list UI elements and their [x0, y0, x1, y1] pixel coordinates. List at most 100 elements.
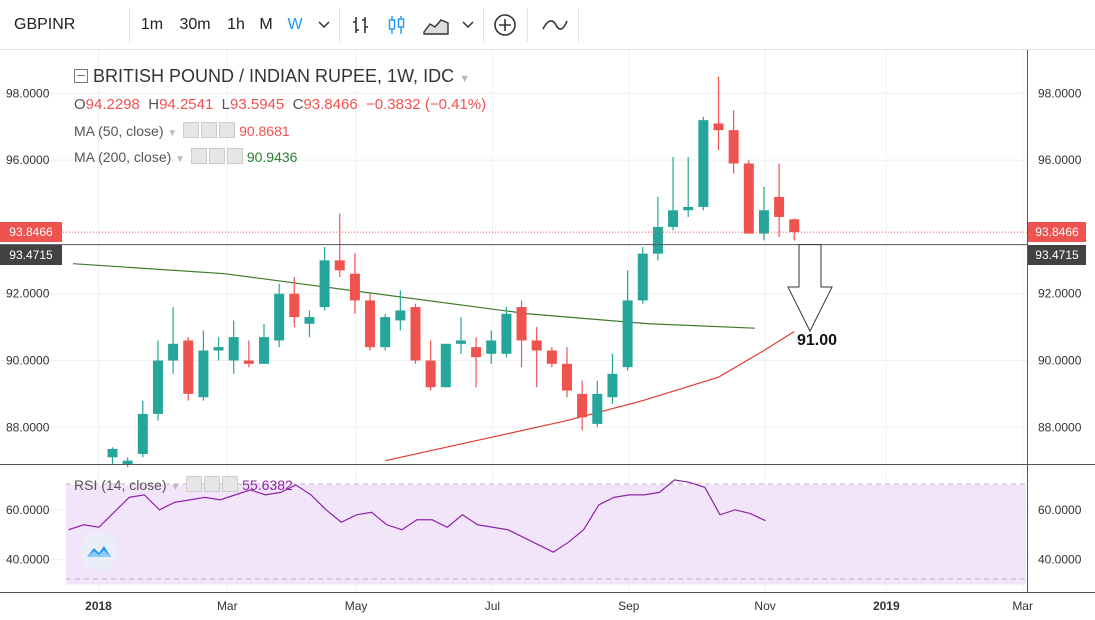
candle-body — [683, 206, 694, 211]
level-price-value: 93.4715 — [9, 248, 53, 262]
dropdown-icon[interactable]: ▼ — [175, 154, 186, 165]
rsi-axis-ticks: 60.0000 60.0000 40.0000 40.0000 — [6, 503, 1082, 567]
rsi-polyline — [68, 479, 766, 553]
interval-month-button[interactable]: M — [255, 0, 277, 50]
ma200-legend: MA (200, close) ▼ 90.9436 — [74, 148, 297, 165]
last-price-tag-left: 93.8466 — [0, 222, 62, 242]
rsi-value: 55.6382 — [242, 477, 293, 493]
settings-icon[interactable] — [204, 476, 221, 492]
dropdown-icon[interactable]: ▼ — [167, 128, 178, 139]
settings-icon[interactable] — [201, 122, 218, 138]
open-label: O — [74, 96, 86, 113]
candle-body — [789, 219, 800, 233]
time-tick-label: Nov — [754, 599, 775, 613]
candlestick-series — [107, 76, 800, 468]
eye-icon[interactable] — [183, 122, 200, 138]
candle-body — [137, 413, 148, 454]
candle-body — [304, 317, 315, 324]
candle-body — [365, 300, 376, 348]
indicators-button[interactable] — [535, 0, 575, 50]
last-price-value: 93.8466 — [9, 225, 53, 239]
close-icon[interactable] — [219, 122, 236, 138]
target-label: 91.00 — [797, 332, 838, 349]
price-tick-label-right: 98.0000 — [1038, 86, 1082, 100]
price-tick-label-left: 90.0000 — [6, 354, 50, 368]
interval-1h-label: 1h — [227, 16, 245, 33]
rsi-tick-label-right: 40.0000 — [1038, 553, 1082, 567]
candle-style-button[interactable] — [382, 0, 412, 50]
candle-body — [455, 340, 466, 344]
interval-1m-button[interactable]: 1m — [136, 0, 168, 50]
dropdown-icon[interactable]: ▼ — [170, 482, 181, 493]
candle-body — [607, 373, 618, 398]
price-tick-label-right: 90.0000 — [1038, 354, 1082, 368]
top-toolbar: GBPINR 1m 30m 1h M W — [0, 0, 1095, 50]
candle-body — [486, 340, 497, 354]
time-tick-label: Mar — [217, 599, 238, 613]
settings-icon[interactable] — [208, 148, 225, 164]
symbol-search[interactable]: GBPINR — [0, 0, 128, 50]
candle-body — [152, 360, 163, 414]
candle-body — [728, 130, 739, 164]
price-tick-label-left: 96.0000 — [6, 153, 50, 167]
candle-body — [349, 273, 360, 301]
candle-body — [259, 337, 269, 364]
close-value: 93.8466 — [303, 96, 358, 113]
level-price-value: 93.4715 — [1035, 248, 1079, 262]
target-arrow — [787, 244, 833, 333]
price-tick-label-left: 98.0000 — [6, 86, 50, 100]
interval-dropdown-button[interactable] — [313, 0, 335, 50]
candle-body — [652, 226, 663, 254]
candle-body — [122, 460, 133, 464]
candle-body — [501, 313, 512, 354]
last-price-value: 93.8466 — [1035, 225, 1079, 239]
interval-week-button[interactable]: W — [283, 0, 307, 50]
level-price-tag-left: 93.4715 — [0, 245, 62, 265]
time-tick-label: 2019 — [873, 599, 900, 613]
indicator-icon — [542, 20, 568, 30]
candle-body — [198, 350, 209, 398]
close-icon[interactable] — [222, 476, 239, 492]
rsi-line — [68, 479, 766, 553]
time-axis-ticks: 2018 Mar May Jul Sep Nov 2019 Mar — [85, 599, 1033, 613]
close-icon[interactable] — [226, 148, 243, 164]
candle-body — [698, 120, 709, 207]
chevron-down-icon — [318, 21, 330, 29]
time-tick-label: May — [345, 599, 368, 613]
interval-1h-button[interactable]: 1h — [222, 0, 250, 50]
interval-30m-button[interactable]: 30m — [174, 0, 216, 50]
price-tick-label-right: 88.0000 — [1038, 420, 1082, 434]
tradingview-logo[interactable] — [80, 532, 118, 570]
low-value: 93.5945 — [230, 96, 285, 113]
logo-icon — [87, 546, 111, 557]
candle-body — [668, 210, 679, 227]
candle-body — [168, 343, 179, 361]
candle-body — [713, 123, 724, 131]
interval-month-label: M — [259, 16, 273, 33]
candle-body — [758, 210, 769, 234]
candle-body — [774, 196, 785, 217]
level-price-tag: 93.4715 — [1028, 245, 1086, 265]
low-label: L — [221, 96, 231, 113]
collapse-icon[interactable] — [74, 69, 88, 83]
bar-style-icon — [353, 17, 368, 33]
area-style-button[interactable] — [419, 0, 453, 50]
chart-style-dropdown[interactable] — [457, 0, 479, 50]
compare-button[interactable] — [489, 0, 521, 50]
price-tick-label-right: 92.0000 — [1038, 287, 1082, 301]
candle-body — [471, 347, 482, 358]
candle-body — [577, 393, 588, 418]
candle-body — [440, 343, 451, 388]
toolbar-divider — [483, 8, 484, 42]
candle-body — [213, 347, 224, 351]
high-label: H — [148, 96, 160, 113]
eye-icon[interactable] — [190, 148, 207, 164]
ma50-label: MA (50, close) — [74, 123, 164, 139]
eye-icon[interactable] — [186, 476, 203, 492]
candle-body — [319, 260, 330, 308]
time-tick-label: Jul — [485, 599, 500, 613]
bar-style-button[interactable] — [346, 0, 376, 50]
title-dropdown-icon[interactable]: ▼ — [459, 73, 470, 85]
area-style-icon — [423, 19, 449, 35]
